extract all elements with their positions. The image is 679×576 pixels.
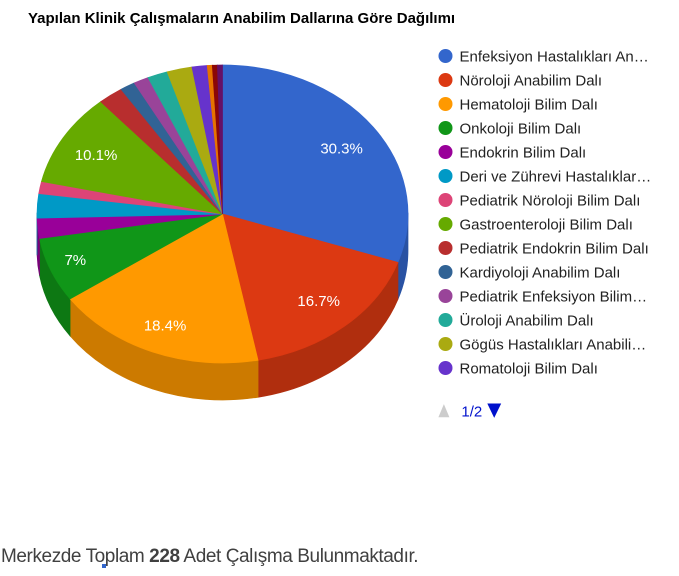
svg-text:Kardiyoloji Anabilim Dalı: Kardiyoloji Anabilim Dalı (460, 264, 621, 281)
svg-text:16.7%: 16.7% (297, 293, 340, 310)
svg-text:Deri ve Zührevi Hastalıklar…: Deri ve Zührevi Hastalıklar… (460, 168, 652, 185)
svg-text:10.1%: 10.1% (75, 147, 118, 164)
svg-text:Pediatrik Endokrin Bilim Dalı: Pediatrik Endokrin Bilim Dalı (460, 240, 649, 257)
svg-text:7%: 7% (64, 252, 86, 269)
svg-text:Enfeksiyon Hastalıkları An…: Enfeksiyon Hastalıkları An… (460, 48, 649, 65)
svg-text:1/2: 1/2 (461, 403, 482, 420)
svg-text:Pediatrik Nöroloji Bilim Dalı: Pediatrik Nöroloji Bilim Dalı (460, 192, 641, 209)
svg-text:18.4%: 18.4% (144, 317, 187, 334)
svg-text:Hematoloji Bilim Dalı: Hematoloji Bilim Dalı (460, 96, 598, 113)
svg-text:Nöroloji Anabilim Dalı: Nöroloji Anabilim Dalı (460, 72, 603, 89)
svg-text:Gastroenteroloji Bilim Dalı: Gastroenteroloji Bilim Dalı (460, 216, 633, 233)
svg-text:Gögüs Hastalıkları Anabili…: Gögüs Hastalıkları Anabili… (460, 336, 647, 353)
svg-text:Romatoloji Bilim Dalı: Romatoloji Bilim Dalı (460, 360, 598, 377)
svg-text:Onkoloji Bilim Dalı: Onkoloji Bilim Dalı (460, 120, 582, 137)
svg-text:Üroloji Anabilim Dalı: Üroloji Anabilim Dalı (460, 311, 594, 329)
svg-text:Endokrin Bilim Dalı: Endokrin Bilim Dalı (460, 144, 587, 161)
svg-text:Pediatrik Enfeksiyon Bilim…: Pediatrik Enfeksiyon Bilim… (460, 288, 648, 305)
svg-text:30.3%: 30.3% (320, 140, 363, 157)
